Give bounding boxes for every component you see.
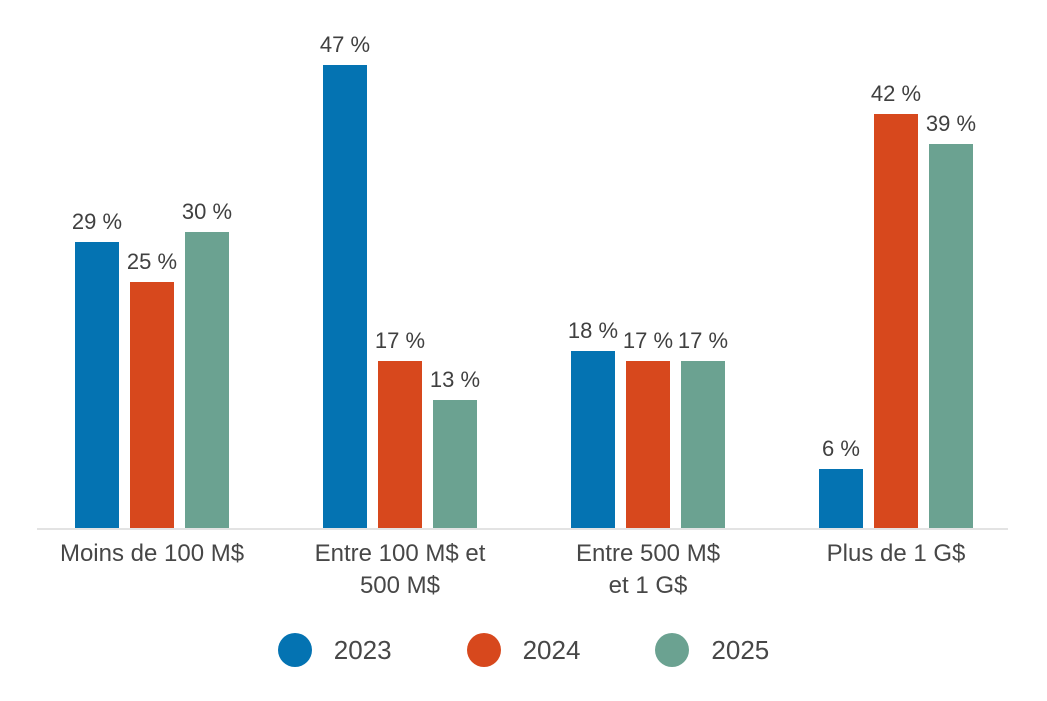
bar-value-label: 42 % — [870, 81, 922, 106]
bar-value-label: 17 % — [677, 328, 729, 353]
legend-label: 2025 — [711, 635, 770, 665]
bar-value-label: 13 % — [429, 367, 481, 392]
bar-value-label: 17 % — [374, 328, 426, 353]
legend-swatch-icon — [277, 633, 312, 667]
legend-label: 2023 — [333, 635, 392, 665]
bar-2024-group-1 — [378, 361, 422, 528]
bar-2023-group-1 — [323, 65, 367, 528]
category-label: Entre 500 M$ et 1 G$ — [575, 540, 721, 599]
bar-value-label: 47 % — [319, 32, 371, 57]
bar-2024-group-2 — [626, 361, 670, 528]
bar-2025-group-1 — [433, 400, 477, 528]
bar-2023-group-3 — [819, 469, 863, 528]
bar-value-label: 25 % — [126, 249, 178, 274]
category-label: Entre 100 M$ et 500 M$ — [314, 540, 486, 599]
bar-2024-group-3 — [874, 114, 918, 528]
bar-value-label: 6 % — [822, 436, 860, 461]
legend-swatch-icon — [466, 633, 501, 667]
bar-value-label: 18 % — [567, 318, 619, 343]
bar-2025-group-2 — [681, 361, 725, 528]
legend-swatch-icon — [655, 633, 690, 667]
bar-value-label: 17 % — [622, 328, 674, 353]
bar-value-label: 30 % — [181, 199, 233, 224]
bar-value-label: 39 % — [925, 111, 977, 136]
legend-item-2023: 2023 — [277, 633, 392, 667]
category-label: Moins de 100 M$ — [59, 540, 245, 567]
x-axis-line — [37, 528, 1008, 530]
legend-item-2024: 2024 — [466, 633, 581, 667]
legend-item-2025: 2025 — [655, 633, 769, 667]
bar-2025-group-3 — [929, 144, 973, 528]
bar-2025-group-0 — [185, 232, 229, 528]
bar-2024-group-0 — [130, 282, 174, 528]
bar-2023-group-2 — [571, 351, 615, 528]
legend-label: 2024 — [522, 635, 581, 665]
chart-legend: 2023 2024 2025 — [0, 633, 1047, 667]
bar-value-label: 29 % — [71, 209, 123, 234]
category-label: Plus de 1 G$ — [826, 540, 966, 567]
bar-2023-group-0 — [75, 242, 119, 528]
